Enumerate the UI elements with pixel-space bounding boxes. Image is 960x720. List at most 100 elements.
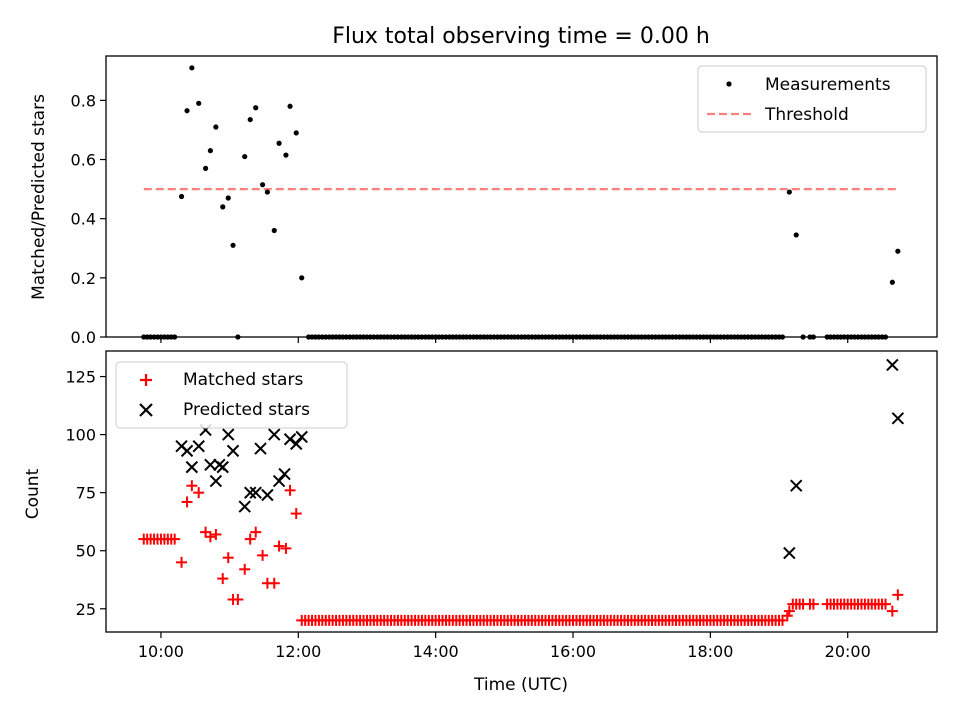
measurement-point: [895, 248, 901, 254]
top-legend: Measurements Threshold: [697, 65, 927, 133]
predicted-star-point: [295, 430, 308, 444]
legend-label-matched: Matched stars: [183, 370, 303, 390]
predicted-star-point: [268, 428, 281, 441]
x-tick-label: 20:00: [825, 642, 871, 661]
predicted-star-point: [891, 412, 905, 425]
top-ticks: 0.0 0.2 0.4 0.6 0.8: [71, 91, 849, 347]
matched-star-point: [169, 533, 181, 545]
legend-marker-predicted: [139, 403, 153, 417]
measurement-point: [247, 116, 253, 123]
top-axes-frame: [105, 55, 938, 338]
matched-star-point: [232, 593, 244, 605]
measurement-point: [259, 182, 266, 188]
top-y-axis-label: Matched/Predicted stars: [29, 94, 49, 300]
matched-star-point: [284, 484, 296, 496]
matched-star-point: [892, 589, 904, 601]
measurement-point: [299, 275, 305, 281]
legend-marker-measurements: [726, 81, 732, 87]
y-tick-label: 125: [65, 368, 96, 387]
x-tick-label: 12:00: [275, 642, 321, 661]
y-tick-label: 50: [76, 542, 96, 561]
measurement-point: [786, 189, 792, 195]
predicted-star-point: [226, 444, 240, 458]
bottom-marks: [138, 358, 905, 626]
y-tick-label: 0.8: [71, 91, 96, 110]
y-tick-label: 25: [76, 600, 96, 619]
measurement-point: [178, 193, 185, 200]
legend-label-predicted: Predicted stars: [183, 400, 310, 420]
measurement-point: [184, 108, 190, 114]
bottom-legend-box: [115, 361, 348, 429]
y-tick-label: 0.2: [71, 269, 96, 288]
matched-star-point: [193, 487, 205, 499]
x-tick-label: 10:00: [138, 642, 184, 661]
bottom-axes-frame: [105, 350, 938, 633]
predicted-star-point: [249, 486, 262, 499]
predicted-star-point: [238, 500, 251, 513]
legend-marker-matched: [140, 374, 152, 386]
y-tick-label: 75: [76, 484, 96, 503]
matched-star-point: [280, 542, 292, 554]
bottom-legend: Matched stars Predicted stars: [115, 361, 348, 429]
matched-star-point: [250, 526, 262, 538]
measurement-point: [293, 130, 299, 136]
matched-star-point: [204, 531, 216, 543]
measurement-point: [253, 105, 259, 111]
legend-label-measurements: Measurements: [765, 75, 891, 95]
matched-star-point: [239, 563, 251, 575]
predicted-star-point: [204, 458, 217, 472]
y-tick-label: 100: [65, 426, 96, 445]
predicted-star-point: [790, 479, 803, 492]
top-legend-box: [697, 65, 927, 133]
bottom-axes: Count Time (UTC) 25 50 75 100 125 10:00 12:00 1…: [23, 350, 938, 695]
predicted-star-point: [290, 437, 303, 451]
measurement-point: [283, 152, 289, 158]
matched-star-point: [181, 496, 193, 508]
measurement-point: [889, 279, 895, 285]
x-tick-label: 16:00: [550, 642, 596, 661]
measurement-point: [196, 100, 202, 106]
predicted-star-point: [886, 358, 899, 372]
measurement-point: [202, 165, 209, 171]
matched-star-point: [217, 573, 229, 585]
matched-star-point: [244, 533, 256, 545]
predicted-star-point: [192, 440, 205, 453]
predicted-star-point: [261, 488, 274, 502]
measurement-point: [271, 227, 277, 234]
predicted-star-point: [244, 486, 257, 499]
measurement-point: [207, 148, 213, 154]
predicted-star-point: [283, 433, 297, 446]
predicted-star-point: [185, 460, 199, 474]
predicted-star-point: [180, 444, 194, 458]
measurement-point: [220, 204, 226, 210]
predicted-star-point: [222, 428, 235, 441]
x-axis-label: Time (UTC): [473, 675, 568, 695]
measurement-point: [793, 232, 799, 238]
x-tick-label: 14:00: [413, 642, 459, 661]
matched-star-point: [210, 528, 222, 540]
matched-star-point: [268, 577, 280, 589]
chart-title: Flux total observing time = 0.00 h: [332, 24, 710, 49]
predicted-star-point: [783, 546, 796, 560]
measurement-point: [230, 242, 236, 248]
matched-star-point: [273, 540, 285, 552]
measurement-point: [225, 195, 231, 201]
matched-star-point: [879, 598, 891, 610]
matched-star-point: [186, 480, 198, 492]
measurement-point: [242, 153, 248, 160]
x-tick-label: 18:00: [687, 642, 733, 661]
measurement-point: [264, 189, 270, 195]
bottom-y-axis-label: Count: [23, 468, 43, 519]
matched-star-point: [807, 598, 819, 610]
predicted-star-point: [254, 442, 267, 455]
y-tick-label: 0.6: [71, 151, 96, 170]
matched-star-point: [257, 549, 269, 561]
top-axes: Flux total observing time = 0.00 h Match…: [29, 24, 938, 347]
y-tick-label: 0.4: [71, 210, 96, 229]
bottom-ticks: 25 50 75 100 125 10:00 12:00 14:00 16:00 18:00 20:…: [65, 368, 870, 661]
predicted-star-point: [278, 467, 291, 481]
measurement-point: [276, 140, 282, 146]
measurement-point: [287, 103, 293, 109]
predicted-star-point: [209, 474, 223, 488]
